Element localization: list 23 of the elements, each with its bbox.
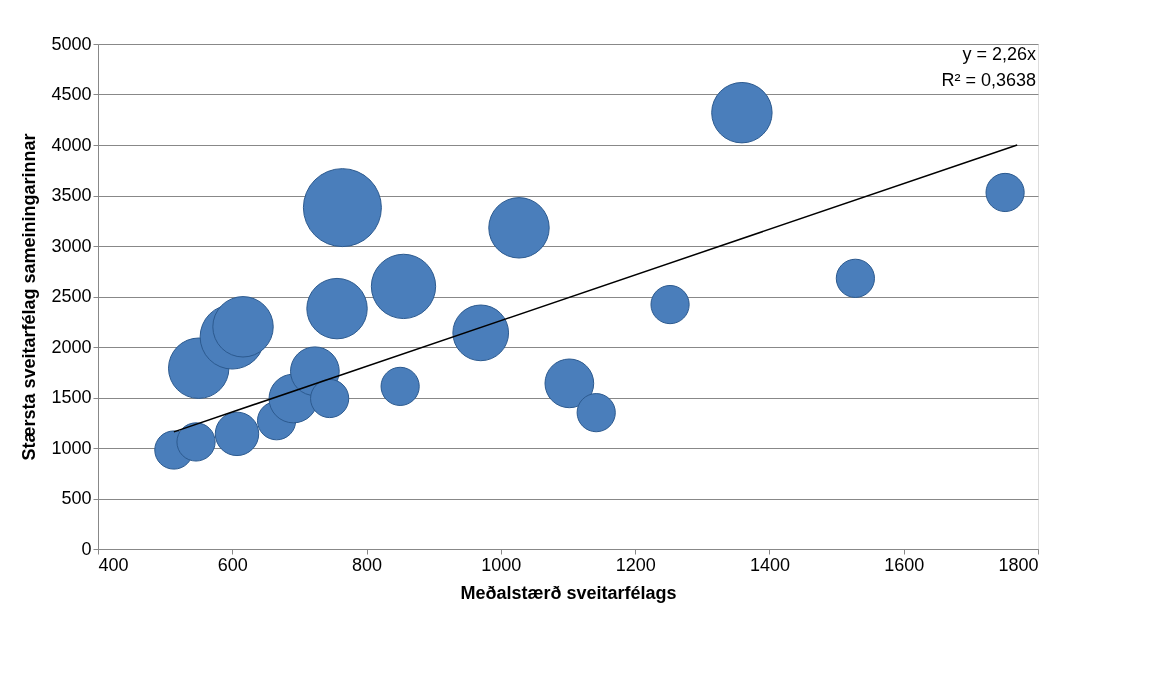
y-tick-label: 2500 — [51, 286, 92, 306]
annotation: R² = 0,3638 — [941, 70, 1036, 90]
annotation: y = 2,26x — [962, 44, 1036, 64]
x-tick-label: 600 — [217, 554, 248, 575]
x-tick-label: 800 — [352, 554, 383, 575]
y-tick-label: 4000 — [51, 134, 92, 155]
x-tick-label: 400 — [98, 554, 129, 575]
x-tick-label: 1600 — [884, 554, 925, 575]
x-tick-label: 1800 — [998, 554, 1039, 575]
x-tick-label: 1400 — [749, 554, 790, 575]
y-tick-label: 2000 — [51, 336, 92, 357]
y-tick-label: 3000 — [51, 235, 92, 256]
y-axis-title: Stærsta sveitarfélag sameiningarinnar — [19, 133, 40, 461]
y-tick-label: 5000 — [51, 33, 92, 54]
y-tick-label: 0 — [81, 538, 92, 559]
x-tick-label: 1200 — [615, 554, 656, 575]
y-tick-label: 1500 — [51, 387, 92, 407]
x-axis-title: Meðalstærð sveitarfélags — [460, 582, 677, 603]
y-tick-label: 4500 — [51, 84, 92, 104]
y-tick-label: 1000 — [51, 437, 92, 458]
y-tick-label: 3500 — [51, 185, 92, 205]
x-tick-label: 1000 — [481, 554, 522, 575]
y-tick-label: 500 — [61, 488, 92, 508]
